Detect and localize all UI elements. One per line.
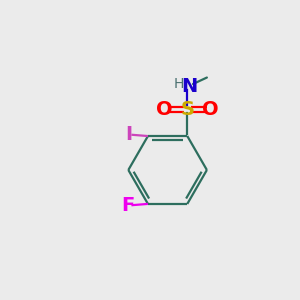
Text: F: F bbox=[122, 196, 135, 214]
Text: N: N bbox=[182, 77, 198, 96]
Text: H: H bbox=[174, 76, 184, 91]
Text: S: S bbox=[180, 100, 194, 119]
Text: O: O bbox=[202, 100, 219, 119]
Text: O: O bbox=[156, 100, 172, 119]
Text: I: I bbox=[125, 125, 132, 144]
